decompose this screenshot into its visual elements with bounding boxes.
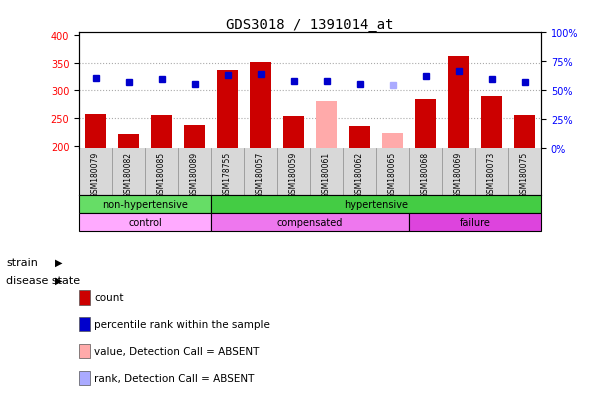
Text: hypertensive: hypertensive bbox=[344, 199, 408, 209]
Bar bbox=[415, 100, 437, 149]
Text: GSM180059: GSM180059 bbox=[289, 151, 298, 197]
Text: percentile rank within the sample: percentile rank within the sample bbox=[94, 319, 270, 329]
Bar bbox=[85, 114, 106, 149]
Text: GSM180079: GSM180079 bbox=[91, 151, 100, 197]
Bar bbox=[211, 214, 409, 231]
Text: GSM180069: GSM180069 bbox=[454, 151, 463, 197]
Bar bbox=[79, 214, 211, 231]
Text: GSM180073: GSM180073 bbox=[487, 151, 496, 197]
Text: strain: strain bbox=[6, 257, 38, 267]
Bar bbox=[211, 195, 541, 214]
Text: compensated: compensated bbox=[277, 217, 344, 227]
Text: GSM180061: GSM180061 bbox=[322, 151, 331, 197]
Text: GSM180068: GSM180068 bbox=[421, 151, 430, 197]
Text: GSM180057: GSM180057 bbox=[256, 151, 265, 197]
Title: GDS3018 / 1391014_at: GDS3018 / 1391014_at bbox=[226, 18, 394, 32]
Text: rank, Detection Call = ABSENT: rank, Detection Call = ABSENT bbox=[94, 373, 255, 383]
Bar bbox=[118, 135, 139, 149]
Bar bbox=[184, 126, 206, 149]
Bar bbox=[217, 71, 238, 149]
Text: control: control bbox=[128, 217, 162, 227]
Bar bbox=[481, 97, 502, 149]
Text: GSM178755: GSM178755 bbox=[223, 151, 232, 197]
Text: GSM180075: GSM180075 bbox=[520, 151, 529, 197]
Text: GSM180082: GSM180082 bbox=[124, 151, 133, 197]
Bar bbox=[448, 57, 469, 149]
Text: GSM180065: GSM180065 bbox=[388, 151, 397, 197]
Text: non-hypertensive: non-hypertensive bbox=[102, 199, 188, 209]
Bar bbox=[514, 115, 536, 149]
Text: value, Detection Call = ABSENT: value, Detection Call = ABSENT bbox=[94, 346, 260, 356]
Text: count: count bbox=[94, 292, 124, 302]
Bar bbox=[382, 134, 403, 149]
Text: GSM180085: GSM180085 bbox=[157, 151, 166, 197]
Text: ▶: ▶ bbox=[55, 275, 62, 285]
Bar bbox=[151, 115, 172, 149]
Bar bbox=[409, 214, 541, 231]
Bar bbox=[250, 63, 271, 149]
Bar bbox=[283, 117, 304, 149]
Text: failure: failure bbox=[460, 217, 491, 227]
Text: GSM180062: GSM180062 bbox=[355, 151, 364, 197]
Bar bbox=[79, 195, 211, 214]
Text: ▶: ▶ bbox=[55, 257, 62, 267]
Text: disease state: disease state bbox=[6, 275, 80, 285]
Text: GSM180089: GSM180089 bbox=[190, 151, 199, 197]
Bar bbox=[349, 126, 370, 149]
Bar bbox=[316, 102, 337, 149]
